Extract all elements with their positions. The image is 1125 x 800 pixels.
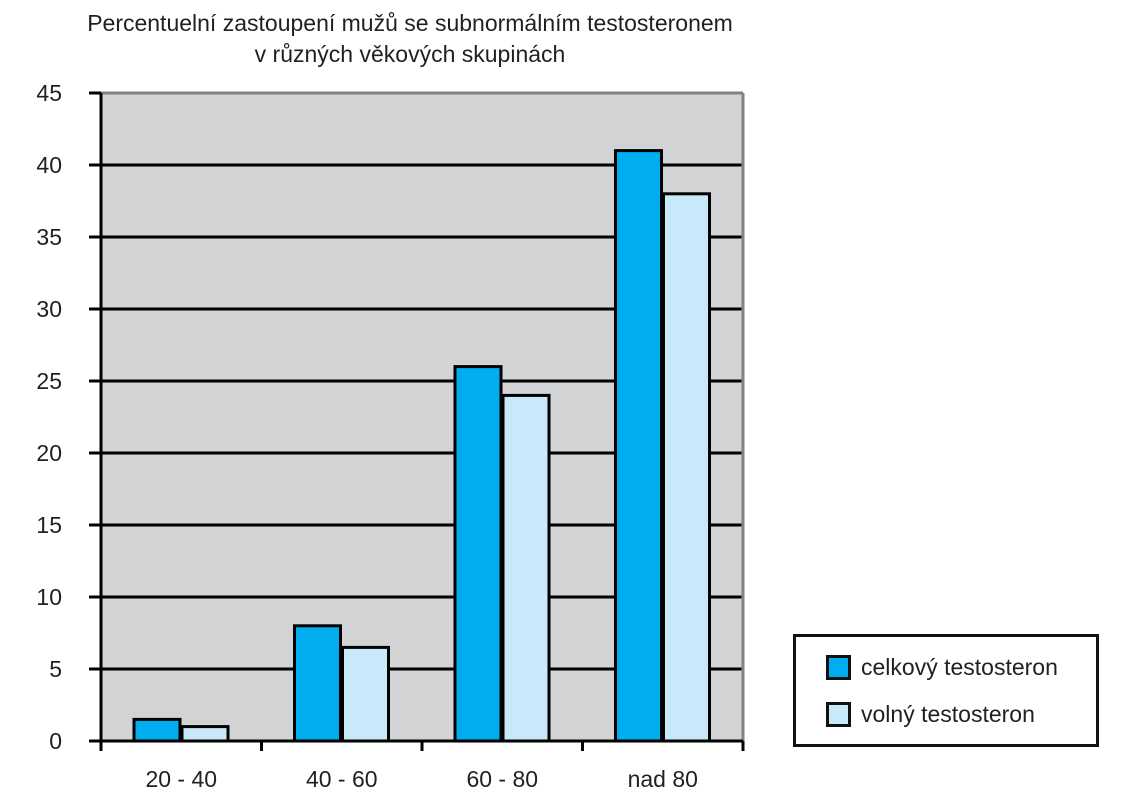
legend-item-volny: volný testosteron: [826, 701, 1035, 728]
legend-swatch-celkovy: [826, 655, 851, 680]
x-tick-label: nad 80: [628, 766, 698, 792]
y-tick-label: 45: [36, 80, 62, 106]
legend-label-volny: volný testosteron: [861, 701, 1035, 727]
chart-title-line-2: v různých věkových skupinách: [254, 41, 566, 67]
x-tick-label: 20 - 40: [145, 766, 217, 792]
y-tick-label: 15: [36, 512, 62, 538]
bar-celkovy-1: [132, 717, 182, 743]
y-tick-label: 5: [49, 656, 62, 682]
y-tick-label: 35: [36, 224, 62, 250]
bar-celkovy-4: [614, 149, 663, 743]
x-tick-label: 60 - 80: [466, 766, 538, 792]
y-tick-label: 25: [36, 368, 62, 394]
y-tick-label: 0: [49, 728, 62, 754]
y-tick-label: 30: [36, 296, 62, 322]
bar-celkovy-2: [293, 624, 342, 743]
y-tick-label: 10: [36, 584, 62, 610]
bar-celkovy-3: [453, 365, 503, 743]
legend-swatch-volny: [826, 702, 851, 727]
legend-label-celkovy: celkový testosteron: [861, 654, 1058, 680]
legend-item-celkovy: celkový testosteron: [826, 654, 1058, 681]
bar-volny-4: [662, 192, 711, 743]
chart-title: Percentuelní zastoupení mužů se subnormá…: [0, 8, 820, 70]
chart-title-line-1: Percentuelní zastoupení mužů se subnormá…: [87, 10, 733, 36]
y-tick-label: 20: [36, 440, 62, 466]
x-tick-label: 40 - 60: [306, 766, 378, 792]
legend: celkový testosteron volný testosteron: [793, 634, 1099, 747]
y-tick-label: 40: [36, 152, 62, 178]
bar-volny-2: [341, 645, 390, 743]
bar-volny-3: [501, 393, 551, 743]
bar-volny-1: [180, 725, 230, 743]
